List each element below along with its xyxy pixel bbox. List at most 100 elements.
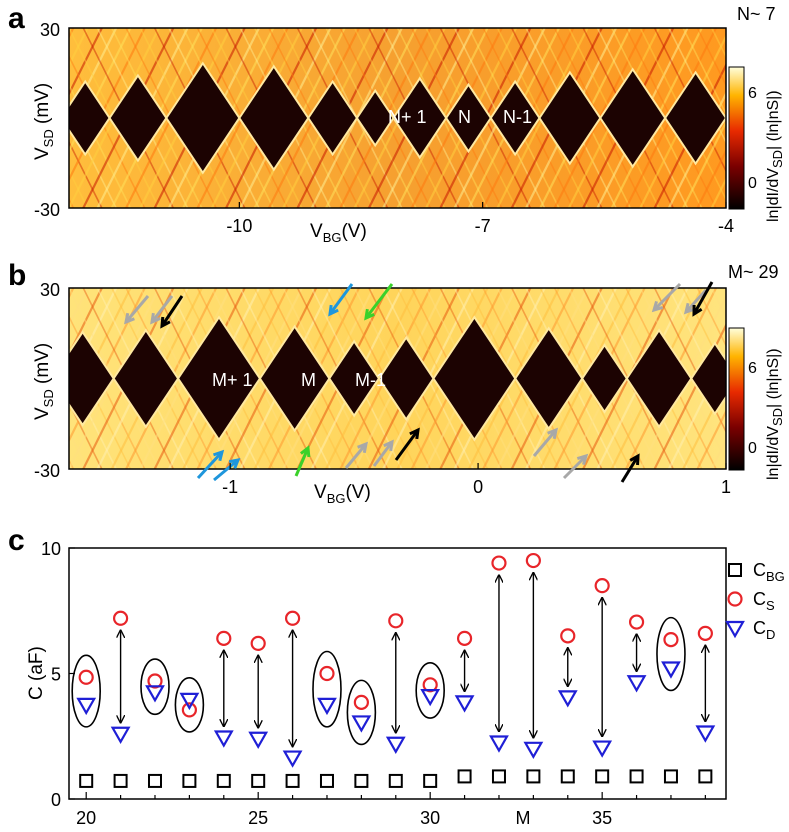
cbg-square-marker [79, 773, 94, 788]
cd-triangle-marker [76, 697, 97, 716]
cbg-square-marker [285, 773, 300, 788]
panel-a-diamonds [69, 61, 726, 175]
cd-triangle-marker [661, 661, 681, 679]
cd-triangle-marker [420, 688, 441, 707]
cbg-square-marker [560, 769, 575, 784]
cbg-square-marker [595, 769, 610, 784]
cbg-square-marker [319, 773, 334, 788]
cs-circle-marker [525, 552, 541, 569]
b-stripe [783, 288, 789, 469]
a-stripe [682, 28, 726, 116]
xlabel: M [516, 808, 531, 828]
panel-b-letter: b [8, 259, 26, 292]
b-stripe [682, 288, 726, 376]
annotation-arrow [364, 283, 394, 319]
panel-b-colorbar-tick-6: 6 [748, 360, 757, 377]
b-xtick-label: 0 [473, 477, 483, 497]
cd-triangle-marker [317, 697, 337, 716]
b-stripe [69, 401, 103, 469]
annotation-arrowhead [150, 312, 161, 325]
panel-c: c 0 5 10 20 25 30 35 M C (aF) CBG CS CD [8, 524, 785, 828]
cd-triangle-marker [145, 685, 165, 703]
panel-b-ylabel: VSD (mV) [32, 343, 56, 420]
panel-a-region-n: N [458, 107, 471, 127]
annotation-arrow [328, 283, 354, 315]
cbg-square-marker [663, 769, 678, 784]
panel-b-region-m: M [301, 370, 316, 390]
cd-triangle-marker [282, 750, 303, 768]
panel-b-frame [68, 287, 727, 470]
panel-b: b M~ 29 M+ 1 M M-1 30 -30 -1 0 1 VBG(V) VS… [8, 259, 789, 506]
annotation-arrow [160, 295, 184, 327]
cbg-square-marker [491, 769, 506, 784]
b-stripe [69, 288, 103, 357]
panel-b-diamonds [69, 315, 726, 442]
cs-circle-marker [422, 677, 438, 693]
annotation-arrowhead [547, 427, 559, 440]
legend-label: CD [753, 618, 775, 642]
panel-b-xticks: -1 0 1 [222, 463, 731, 497]
a-diamond [663, 70, 726, 166]
a-stripe [783, 28, 789, 208]
ytick-label: 0 [51, 790, 61, 810]
b-xtick-label: 1 [721, 477, 731, 497]
cs-circle-marker [697, 625, 713, 641]
panel-c-axes: 0 5 10 20 25 30 35 M [41, 539, 706, 828]
annotation-arrowhead [299, 445, 311, 458]
legend-label: CBG [753, 560, 785, 584]
cd-triangle-marker [489, 735, 509, 753]
annotation-arrow [294, 447, 310, 477]
a-stripe [783, 28, 789, 208]
cs-circle-marker [491, 555, 507, 571]
b-xtick-label: -1 [222, 477, 238, 497]
cs-circle-marker [663, 632, 679, 648]
b-stripe [696, 409, 726, 469]
annotation-arrow [196, 450, 224, 480]
cbg-square-marker [147, 773, 162, 788]
annotation-arrowhead [692, 304, 703, 317]
annotation-arrow [372, 441, 394, 467]
a-stripe [69, 140, 103, 208]
cs-circle-marker [78, 669, 94, 685]
cd-triangle-marker [454, 695, 475, 713]
panel-a-colorbar-tick-0: 0 [748, 175, 757, 192]
a-stripe [69, 28, 103, 97]
b-stripe [696, 288, 726, 348]
annotation-arrowhead [357, 441, 369, 454]
panel-b-region-labels: M+ 1 M M-1 [212, 370, 386, 390]
cs-circle-marker [388, 613, 404, 629]
panel-b-colorbar [728, 327, 745, 471]
panel-a-ylabel: VSD (mV) [32, 83, 56, 160]
legend-label: CS [753, 589, 775, 613]
ytick-label: 5 [51, 665, 61, 685]
cs-circle-marker [147, 673, 163, 689]
annotation-arrowhead [160, 316, 171, 329]
annotation-arrow [344, 443, 368, 469]
b-diamond [690, 341, 726, 416]
annotation-arrow [532, 429, 558, 457]
panel-a-region-n-minus-1: N-1 [503, 107, 532, 127]
panel-a-region-labels: N+ 1 N N-1 [388, 107, 532, 127]
a-xtick-label: -10 [226, 216, 252, 236]
annotation-arrow [124, 295, 150, 323]
cbg-square-marker [526, 769, 541, 784]
a-stripe [696, 148, 726, 208]
cs-circle-marker [594, 578, 610, 594]
a-stripe [682, 119, 726, 208]
cs-circle-marker [319, 665, 335, 682]
grouping-ellipse [174, 677, 205, 733]
cd-triangle-marker [213, 730, 234, 748]
annotation-arrow [213, 458, 239, 482]
cs-circle-marker [628, 614, 645, 630]
a-stripe [69, 169, 89, 208]
panel-b-colorbar-tick-0: 0 [748, 440, 757, 457]
grouping-ellipse [656, 616, 686, 692]
cd-triangle-marker [557, 690, 578, 708]
annotation-arrowhead [123, 312, 135, 325]
xtick-label: 20 [76, 808, 96, 828]
cbg-square-marker [113, 773, 128, 788]
xtick-label: 25 [248, 808, 268, 828]
annotation-arrowhead [212, 449, 225, 462]
b-stripe [69, 288, 89, 328]
